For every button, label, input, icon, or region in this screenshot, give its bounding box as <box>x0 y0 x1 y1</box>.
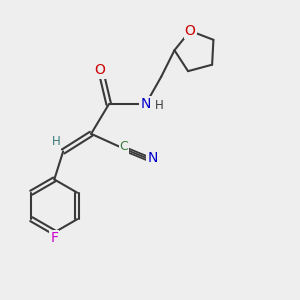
Text: N: N <box>147 151 158 165</box>
Text: N: N <box>140 98 151 111</box>
Text: F: F <box>50 231 58 245</box>
Text: O: O <box>94 64 105 77</box>
Text: H: H <box>51 135 60 148</box>
Text: O: O <box>185 24 196 38</box>
Text: C: C <box>120 140 128 153</box>
Text: H: H <box>155 99 164 112</box>
